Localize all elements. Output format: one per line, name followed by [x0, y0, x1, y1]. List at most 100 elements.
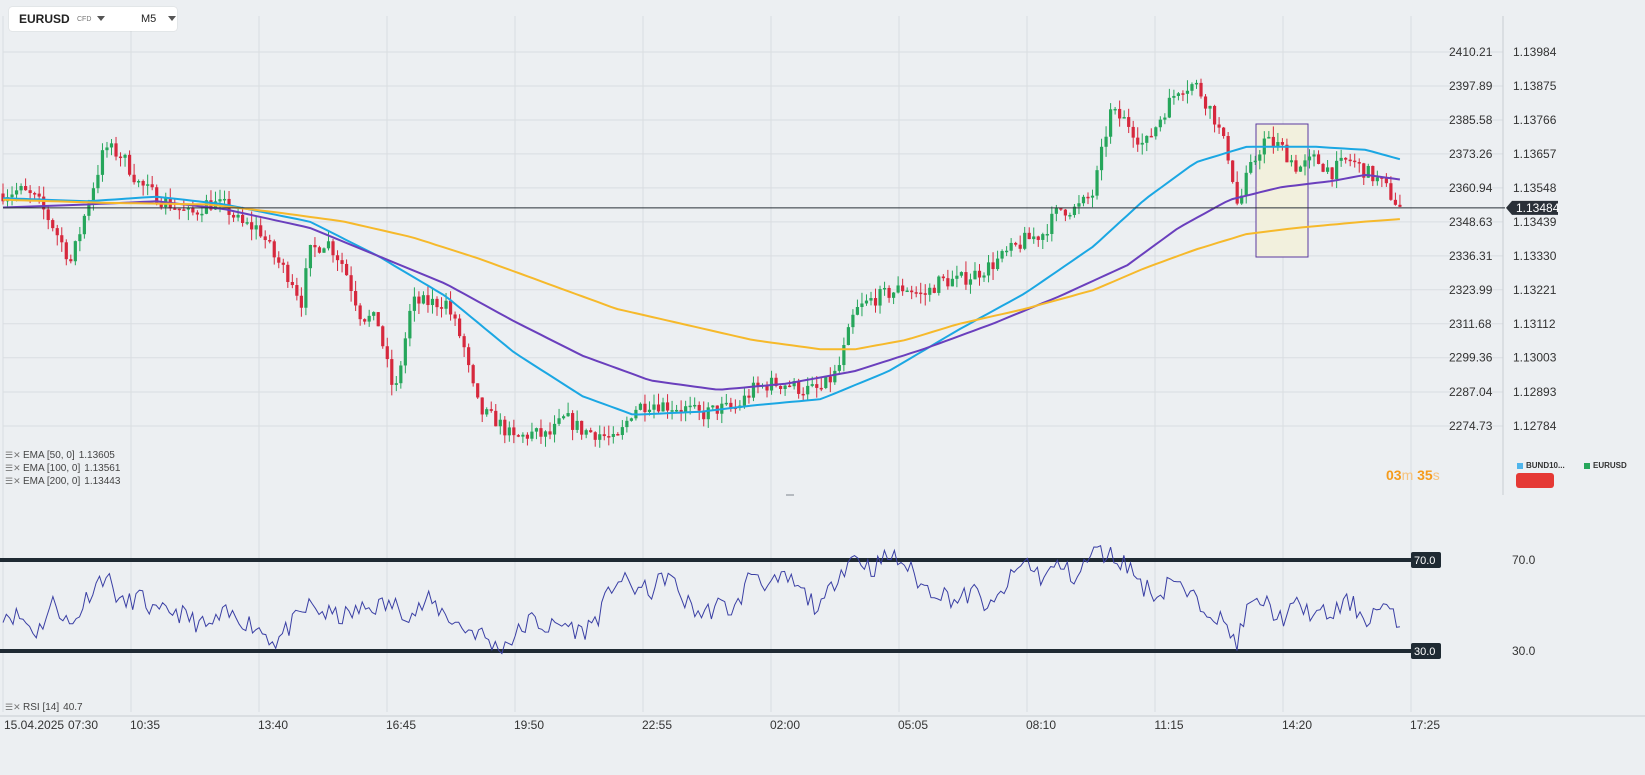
- y-left-tick: 2348.63: [1449, 215, 1493, 229]
- candle-body: [69, 259, 73, 262]
- candle-body: [200, 213, 204, 216]
- candle-body: [444, 300, 448, 309]
- candle-body: [1122, 117, 1126, 119]
- candle-body: [498, 419, 502, 427]
- candle-body: [580, 420, 584, 435]
- candle-body: [557, 418, 561, 424]
- candle-body: [335, 255, 340, 261]
- candle-body: [1348, 159, 1352, 162]
- candle-body: [1163, 117, 1167, 120]
- ema-line-0: [2, 145, 1401, 416]
- candle-body: [756, 382, 760, 387]
- candle-body: [1194, 82, 1199, 85]
- candle-body: [1226, 136, 1230, 161]
- y-left-tick: 2373.26: [1449, 147, 1493, 161]
- candle-body: [521, 434, 525, 437]
- candle-body: [1041, 234, 1045, 240]
- axis-labels: 2410.21 1.13984 2397.89 1.13875 2385.58 1.137…: [1449, 45, 1557, 433]
- candle-body: [1280, 142, 1284, 145]
- candle-body: [828, 376, 832, 383]
- candle-body: [127, 154, 132, 175]
- x-tick-label: 19:50: [514, 718, 544, 732]
- candle-body: [308, 244, 313, 269]
- current-price-line: 1.13484: [3, 200, 1560, 215]
- candle-body: [1000, 251, 1004, 259]
- legend-item-bund: BUND10...: [1517, 461, 1565, 470]
- candle-body: [376, 312, 380, 327]
- candle-body: [670, 410, 674, 412]
- candle-body: [959, 272, 964, 276]
- timeframe-label[interactable]: M5: [141, 13, 157, 25]
- candle-body: [1240, 195, 1244, 204]
- ema-lines: [2, 145, 1401, 416]
- candle-body: [250, 222, 254, 230]
- symbol-dropdown-caret-icon[interactable]: [97, 16, 105, 21]
- candle-body: [620, 427, 624, 436]
- candle-body: [1140, 142, 1144, 145]
- candle-body: [453, 314, 457, 319]
- candle-body: [1344, 157, 1348, 160]
- candle-body: [1158, 119, 1162, 128]
- candle-body: [1172, 95, 1176, 98]
- candle-body: [584, 430, 588, 435]
- candle-body: [114, 143, 118, 157]
- candle-body: [14, 190, 19, 195]
- candle-body: [611, 433, 615, 437]
- candle-body: [1113, 108, 1117, 111]
- candle-body: [855, 307, 860, 315]
- candle-body: [982, 275, 986, 278]
- candle-body: [751, 382, 756, 398]
- candle-body: [408, 310, 412, 339]
- candle-body: [1027, 232, 1031, 240]
- candle-body: [137, 180, 141, 183]
- candle-body: [1339, 157, 1343, 161]
- indicator-settings-icon[interactable]: ☰✕: [5, 702, 21, 712]
- y-left-tick: 2410.21: [1449, 45, 1493, 59]
- candle-body: [173, 208, 177, 210]
- candle-body: [64, 242, 68, 260]
- rsi-legend[interactable]: ☰✕ RSI [14] 40.7: [5, 702, 83, 713]
- rsi-level-tag: [1411, 552, 1441, 568]
- candle-body: [24, 186, 28, 191]
- candle-body: [539, 428, 543, 437]
- candle-body: [851, 314, 855, 328]
- candle-body: [1090, 195, 1095, 198]
- ema-legend-200[interactable]: ☰✕ EMA [200, 0] 1.13443: [5, 476, 121, 487]
- indicator-settings-icon[interactable]: ☰✕: [5, 476, 21, 486]
- candle-body: [860, 303, 864, 308]
- candle-body: [349, 275, 353, 292]
- candle-body: [593, 432, 597, 440]
- sell-button[interactable]: [1516, 473, 1554, 488]
- candle-body: [399, 365, 403, 384]
- rsi-panel: 70.0 70.0 30.0 30.0: [0, 544, 1536, 659]
- candle-body: [1136, 137, 1140, 145]
- candle-body: [87, 203, 91, 216]
- x-tick-label: 14:20: [1282, 718, 1312, 732]
- candle-body: [869, 298, 873, 301]
- candle-body: [665, 402, 670, 411]
- candle-body: [901, 285, 905, 292]
- symbol-selector[interactable]: EURUSD CFD M5: [9, 7, 177, 31]
- candle-body: [1176, 93, 1181, 96]
- candle-body: [281, 262, 285, 265]
- ema-legend-50[interactable]: ☰✕ EMA [50, 0] 1.13605: [5, 450, 115, 461]
- candle-body: [1118, 108, 1122, 119]
- candle-body: [231, 214, 236, 218]
- y-right-tick: 1.13875: [1513, 79, 1557, 93]
- candle-body: [742, 395, 747, 406]
- candle-body: [286, 264, 290, 283]
- candle-body: [105, 147, 109, 151]
- candle-body: [792, 381, 796, 387]
- candle-body: [1018, 244, 1022, 249]
- indicator-settings-icon[interactable]: ☰✕: [5, 450, 21, 460]
- candle-body: [186, 207, 190, 210]
- timeframe-dropdown-caret-icon[interactable]: [168, 16, 176, 21]
- indicator-settings-icon[interactable]: ☰✕: [5, 463, 21, 473]
- ema-legend-100[interactable]: ☰✕ EMA [100, 0] 1.13561: [5, 463, 121, 474]
- candle-body: [995, 258, 1000, 270]
- candle-body: [471, 365, 475, 384]
- candle-body: [778, 385, 783, 389]
- candle-body: [530, 431, 534, 439]
- candle-body: [141, 180, 145, 186]
